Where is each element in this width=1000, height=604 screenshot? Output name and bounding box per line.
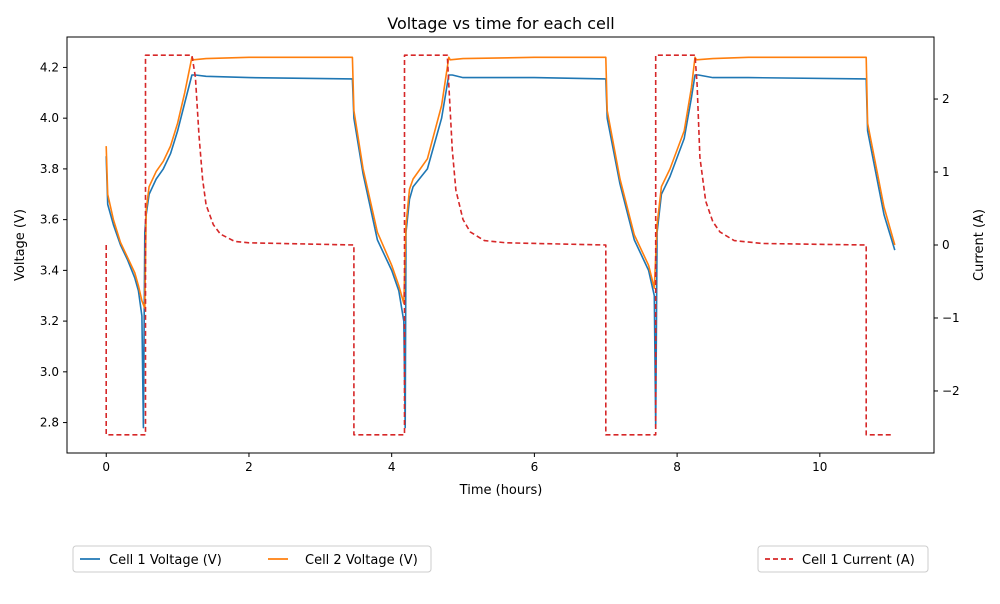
y-tick-label: 3.0	[40, 365, 59, 379]
legend-right-frame	[757, 545, 929, 573]
x-tick-label: 6	[531, 460, 539, 474]
x-axis-label: Time (hours)	[459, 483, 543, 498]
x-tick-label: 4	[388, 460, 396, 474]
y-axis-right: −2 −1 0 1 2	[934, 92, 960, 398]
chart-title: Voltage vs time for each cell	[387, 14, 615, 33]
y-tick-label: 3.4	[40, 263, 59, 277]
y-axis-left: 2.8 3.0 3.2 3.4 3.6 3.8 4.0 4.2	[40, 60, 67, 430]
legend-label-current: Cell 1 Current (A)	[802, 553, 915, 568]
y-tick-label: 3.6	[40, 213, 59, 227]
x-tick-label: 2	[245, 460, 253, 474]
y2-tick-label: −2	[942, 384, 960, 398]
x-tick-label: 10	[812, 460, 827, 474]
plot-area	[105, 54, 896, 436]
y2-axis-label: Current (A)	[972, 209, 987, 281]
legend-right: Cell 1 Current (A)	[757, 545, 929, 573]
y2-tick-label: 0	[942, 238, 950, 252]
legend-label-cell1: Cell 1 Voltage (V)	[109, 553, 222, 568]
series-line-1	[105, 74, 896, 429]
y2-tick-label: 1	[942, 165, 950, 179]
y-tick-label: 2.8	[40, 416, 59, 430]
y-tick-label: 3.2	[40, 314, 59, 328]
x-axis: 0 2 4 6 8 10	[102, 453, 827, 474]
y2-tick-label: −1	[942, 311, 960, 325]
series-line-2	[105, 56, 896, 310]
y2-tick-label: 2	[942, 92, 950, 106]
series-line-3	[105, 54, 892, 436]
legend-left-frame	[72, 545, 432, 573]
legend-label-cell2: Cell 2 Voltage (V)	[305, 553, 418, 568]
y-tick-label: 3.8	[40, 162, 59, 176]
y-tick-label: 4.2	[40, 60, 59, 74]
x-tick-label: 8	[673, 460, 681, 474]
x-tick-label: 0	[102, 460, 110, 474]
legend-left: Cell 1 Voltage (V) Cell 2 Voltage (V)	[72, 545, 432, 573]
y-tick-label: 4.0	[40, 111, 59, 125]
y-axis-label: Voltage (V)	[13, 209, 28, 281]
